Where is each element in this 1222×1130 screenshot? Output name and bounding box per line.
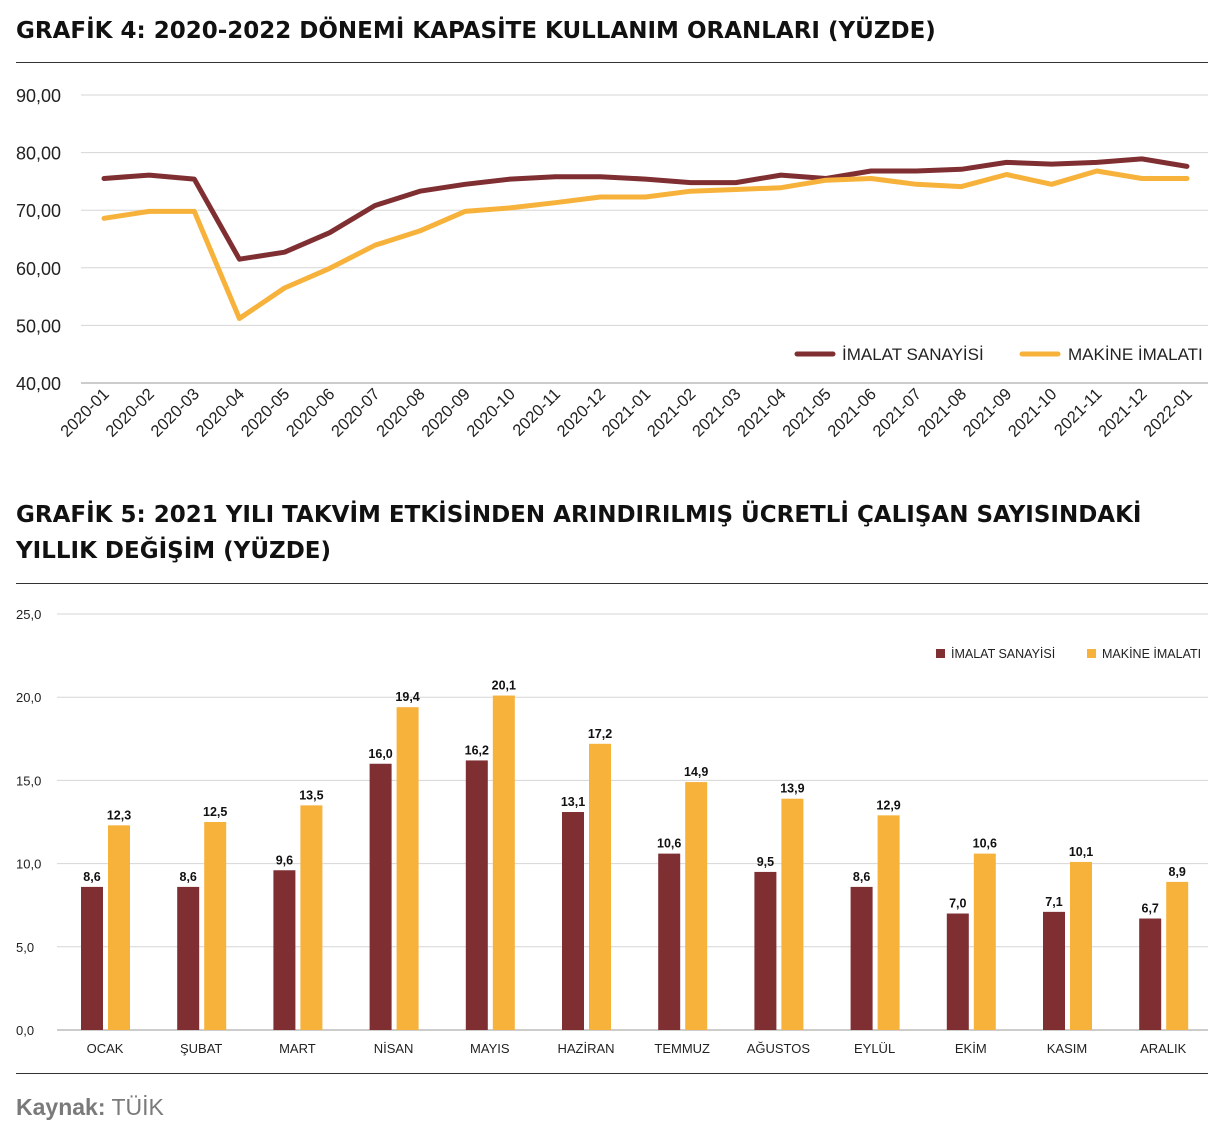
chart5-y-tick-label: 25,0 xyxy=(16,607,41,622)
chart5-data-label: 8,6 xyxy=(853,870,870,884)
chart5-bar-imalat xyxy=(1139,918,1162,1030)
chart5-title: GRAFİK 5: 2021 YILI TAKVİM ETKİSİNDEN AR… xyxy=(16,502,1142,564)
chart5-x-tick-label: TEMMUZ xyxy=(654,1041,710,1056)
chart5-data-label: 9,5 xyxy=(757,855,774,869)
chart5-bar-imalat xyxy=(369,763,392,1030)
chart4-y-tick-label: 80,00 xyxy=(16,144,61,164)
chart5-bar-chart: 0,0 5,0 10,0 15,0 20,0 25,0 OCAK 8,6 12,3 ŞUBAT 8,… xyxy=(16,607,1208,1056)
source-note: Kaynak: TÜİK xyxy=(16,1094,164,1121)
chart5-y-tick-label: 5,0 xyxy=(16,940,34,955)
chart5-bar-imalat xyxy=(81,886,103,1030)
chart5-data-label: 13,5 xyxy=(299,788,323,802)
chart5-data-label: 20,1 xyxy=(492,679,516,693)
chart5-data-label: 7,0 xyxy=(949,897,966,911)
chart5-x-tick-label: ARALIK xyxy=(1140,1041,1187,1056)
chart5-bar-makine xyxy=(396,707,419,1030)
chart5-data-label: 7,1 xyxy=(1045,895,1062,909)
chart4-series-line-makine xyxy=(101,168,1190,321)
chart5-data-label: 16,0 xyxy=(368,747,392,761)
chart5-data-label: 6,7 xyxy=(1142,902,1159,916)
chart5-bar-makine xyxy=(781,798,804,1030)
chart5-data-label: 12,3 xyxy=(107,808,131,822)
chart4-y-tick-label: 70,00 xyxy=(16,201,61,221)
chart5-bar-makine xyxy=(685,782,708,1030)
chart5-data-label: 14,9 xyxy=(684,765,708,779)
chart5-data-label: 19,4 xyxy=(395,690,419,704)
chart5-x-tick-label: OCAK xyxy=(87,1041,124,1056)
chart5-data-label: 10,6 xyxy=(973,837,997,851)
chart5-y-tick-label: 20,0 xyxy=(16,690,41,705)
chart5-x-tick-label: HAZİRAN xyxy=(557,1041,614,1056)
chart5-bar-imalat xyxy=(562,812,584,1030)
chart5-x-tick-label: NİSAN xyxy=(374,1041,414,1056)
chart5-bottom-rule xyxy=(16,1073,1208,1074)
chart5-bar-imalat xyxy=(754,871,777,1030)
chart5-legend-label: MAKİNE İMALATI xyxy=(1102,647,1201,661)
chart5-data-label: 10,1 xyxy=(1069,845,1093,859)
chart4-y-tick-label: 90,00 xyxy=(16,86,61,106)
chart5-data-label: 10,6 xyxy=(657,837,681,851)
chart4-line-chart: 40,0050,0060,0070,0080,0090,002020-01202… xyxy=(16,86,1208,441)
chart5-bar-imalat xyxy=(177,886,200,1030)
chart5-legend-label: İMALAT SANAYİSİ xyxy=(951,647,1055,661)
chart5-x-tick-label: ŞUBAT xyxy=(180,1041,222,1056)
chart5-data-label: 16,2 xyxy=(465,743,489,757)
chart5-data-label: 13,9 xyxy=(780,782,804,796)
chart5-x-tick-label: EKİM xyxy=(955,1041,987,1056)
chart5-data-label: 8,6 xyxy=(83,870,100,884)
chart5-y-tick-label: 10,0 xyxy=(16,857,41,872)
chart5-bar-makine xyxy=(108,825,130,1030)
chart5-y-tick-label: 15,0 xyxy=(16,773,41,788)
chart4-top-rule xyxy=(16,62,1208,63)
source-label: Kaynak: xyxy=(16,1094,106,1120)
chart5-bar-imalat xyxy=(850,886,873,1030)
chart4-title: GRAFİK 4: 2020-2022 DÖNEMİ KAPASİTE KULL… xyxy=(16,18,936,44)
chart5-bar-imalat xyxy=(658,853,681,1030)
chart5-data-label: 17,2 xyxy=(588,727,612,741)
chart5-data-label: 12,5 xyxy=(203,805,227,819)
chart5-x-tick-label: AĞUSTOS xyxy=(747,1041,811,1056)
chart5-data-label: 13,1 xyxy=(561,795,585,809)
chart4-legend-label: MAKİNE İMALATI xyxy=(1068,345,1203,364)
chart5-x-tick-label: KASIM xyxy=(1047,1041,1087,1056)
chart4-y-tick-label: 50,00 xyxy=(16,316,61,336)
chart5-bar-makine xyxy=(1070,861,1092,1030)
chart5-data-label: 8,6 xyxy=(180,870,197,884)
chart5-bar-makine xyxy=(973,853,996,1030)
chart5-data-label: 9,6 xyxy=(276,853,293,867)
chart5-bar-imalat xyxy=(946,913,969,1030)
chart4-legend-label: İMALAT SANAYİSİ xyxy=(842,345,984,364)
chart5-x-tick-label: MART xyxy=(279,1041,316,1056)
chart5-bar-makine xyxy=(300,805,323,1030)
chart5-bar-imalat xyxy=(1043,911,1065,1030)
chart5-bar-imalat xyxy=(273,870,296,1030)
chart5-data-label: 12,9 xyxy=(876,798,900,812)
chart5-bar-makine xyxy=(492,695,515,1030)
chart5-bar-imalat xyxy=(465,760,488,1030)
chart5-x-tick-label: MAYIS xyxy=(470,1041,510,1056)
chart4-y-tick-label: 60,00 xyxy=(16,259,61,279)
chart5-legend-swatch xyxy=(1087,649,1096,658)
chart5-bar-makine xyxy=(877,815,900,1030)
chart5-legend-swatch xyxy=(936,649,945,658)
chart5-y-tick-label: 0,0 xyxy=(16,1023,34,1038)
chart5-data-label: 8,9 xyxy=(1169,865,1186,879)
chart5-x-tick-label: EYLÜL xyxy=(854,1041,895,1056)
chart4-y-tick-label: 40,00 xyxy=(16,374,61,394)
chart4-series-line-imalat xyxy=(101,156,1190,262)
chart5-bar-makine xyxy=(1166,881,1189,1030)
chart5-top-rule xyxy=(16,583,1208,584)
source-value: TÜİK xyxy=(111,1094,164,1120)
chart5-bar-makine xyxy=(589,743,611,1030)
chart5-bar-makine xyxy=(204,822,227,1030)
